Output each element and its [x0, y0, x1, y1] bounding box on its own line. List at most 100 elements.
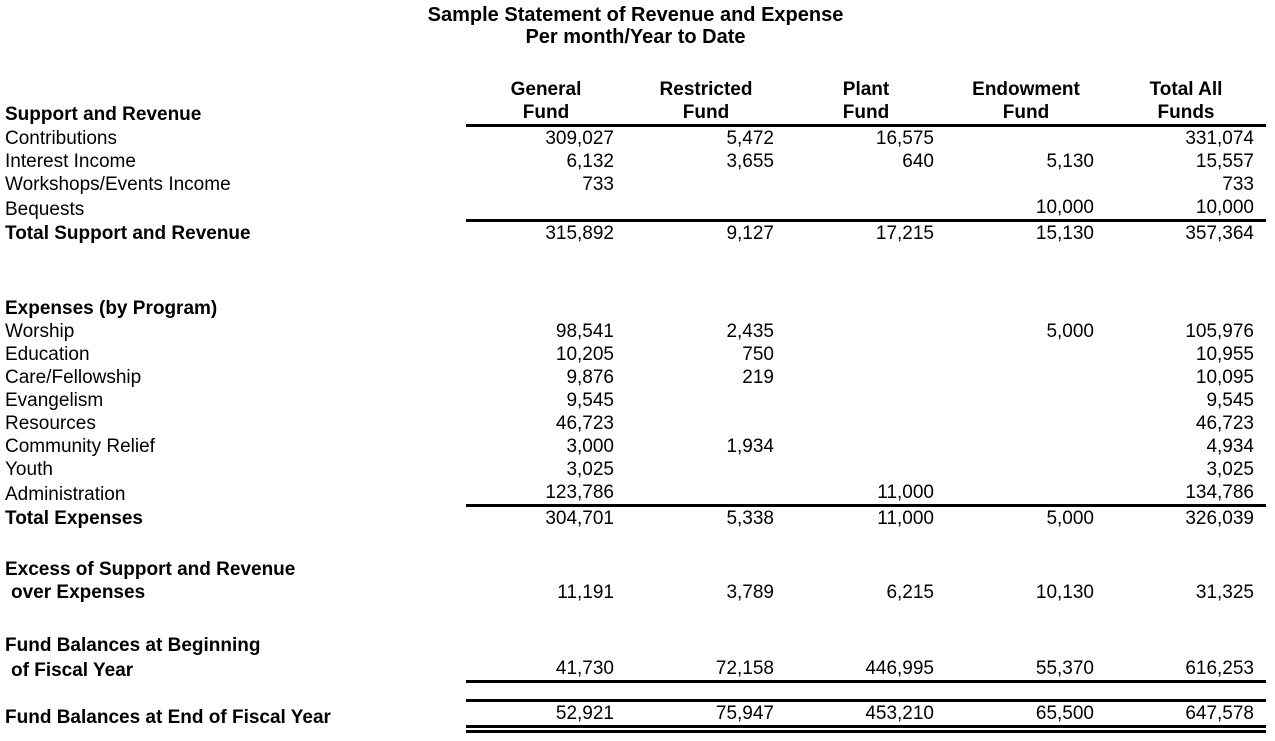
cell-value: 5,130 — [1046, 151, 1094, 172]
cell-value: 46,723 — [555, 413, 614, 434]
statement-rows: Contributions 309,027 5,472 16,575 331,074 In… — [5, 126, 1266, 733]
cell-value — [946, 297, 1106, 320]
cell-value — [786, 389, 946, 412]
cell-value: 123,786 — [466, 481, 626, 507]
row-label: Community Relief — [5, 436, 155, 457]
cell-value: 309,027 — [545, 128, 614, 149]
cell-value: 647,578 — [1106, 699, 1266, 733]
row-label: Total Expenses — [5, 508, 143, 529]
cell-value — [786, 320, 946, 343]
cell-value — [626, 481, 786, 507]
column-header-general-fund-line2: Fund — [466, 101, 626, 127]
cell-value: 5,000 — [1046, 508, 1094, 529]
spacer-row — [5, 245, 1266, 297]
cell-value — [1106, 558, 1266, 581]
cell-value — [786, 558, 946, 581]
cell-value — [946, 634, 1106, 657]
row-label: Total Support and Revenue — [5, 223, 251, 244]
cell-value — [786, 412, 946, 435]
cell-value: 10,095 — [1195, 367, 1254, 388]
row-label: Resources — [5, 413, 96, 434]
cell-value: 315,892 — [545, 223, 614, 244]
cell-value: 2,435 — [726, 321, 774, 342]
table-row: Care/Fellowship 9,876 219 10,095 — [5, 366, 1266, 389]
column-header-restricted-fund-line2: Fund — [626, 101, 786, 127]
cell-value — [946, 458, 1106, 481]
cell-value: 3,025 — [566, 459, 614, 480]
cell-value — [626, 389, 786, 412]
table-row: Bequests 10,000 10,000 — [5, 196, 1266, 222]
cell-value: 1,934 — [726, 436, 774, 457]
spacer-cell — [5, 682, 1266, 701]
row-label: Bequests — [5, 198, 85, 220]
table-row: Youth 3,025 3,025 — [5, 458, 1266, 481]
table-row: Interest Income 6,132 3,655 640 5,130 15,557 — [5, 150, 1266, 173]
cell-value: 326,039 — [1185, 508, 1254, 529]
cell-value — [786, 634, 946, 657]
cell-value — [786, 173, 946, 196]
cell-value — [946, 481, 1106, 507]
cell-value: 75,947 — [626, 699, 786, 733]
table-row: Contributions 309,027 5,472 16,575 331,074 — [5, 126, 1266, 151]
cell-value — [466, 558, 626, 581]
row-label: Fund Balances at Beginning — [5, 635, 261, 656]
table-row: Administration 123,786 11,000 134,786 — [5, 481, 1266, 507]
cell-value: 3,000 — [566, 436, 614, 457]
cell-value: 16,575 — [875, 128, 934, 149]
table-row: Worship 98,541 2,435 5,000 105,976 — [5, 320, 1266, 343]
row-label: Administration — [5, 483, 126, 505]
column-header-restricted-fund: Restricted — [659, 79, 753, 100]
cell-value: 10,000 — [1106, 196, 1266, 222]
title-line-2: Per month/Year to Date — [525, 26, 746, 48]
cell-value: 733 — [1222, 174, 1254, 195]
cell-value: 10,955 — [1195, 344, 1254, 365]
column-header-general-fund: General — [510, 79, 582, 100]
cell-value: 304,701 — [545, 508, 614, 529]
table-row: Fund Balances at End of Fiscal Year 52,92… — [5, 699, 1266, 733]
cell-value: 453,210 — [786, 699, 946, 733]
cell-value: 134,786 — [1106, 481, 1266, 507]
column-header-total-all-funds-line2: Funds — [1106, 101, 1266, 127]
cell-value: 733 — [582, 174, 614, 195]
cell-value — [466, 634, 626, 657]
cell-value — [786, 458, 946, 481]
cell-value: 52,921 — [466, 699, 626, 733]
table-row: Education 10,205 750 10,955 — [5, 343, 1266, 366]
cell-value: 5,472 — [726, 128, 774, 149]
table-row: Workshops/Events Income 733 733 — [5, 173, 1266, 196]
cell-value: 331,074 — [1185, 128, 1254, 149]
row-label: Worship — [5, 321, 75, 342]
cell-value — [946, 558, 1106, 581]
cell-value — [786, 196, 946, 222]
cell-value — [626, 196, 786, 222]
spacer-cell — [5, 604, 1266, 634]
cell-value — [626, 558, 786, 581]
cell-value — [466, 196, 626, 222]
cell-value — [946, 126, 1106, 151]
table-row: Expenses (by Program) — [5, 297, 1266, 320]
cell-value: 17,215 — [875, 223, 934, 244]
cell-value: 46,723 — [1195, 413, 1254, 434]
column-header-total-all-funds: Total All — [1149, 79, 1223, 100]
cell-value: 616,253 — [1106, 657, 1266, 683]
table-row: Fund Balances at Beginning — [5, 634, 1266, 657]
row-label: Care/Fellowship — [5, 367, 142, 388]
spacer-row — [5, 682, 1266, 701]
row-label: over Expenses — [11, 582, 146, 603]
cell-value — [626, 412, 786, 435]
cell-value — [466, 297, 626, 320]
row-label: Excess of Support and Revenue — [5, 559, 296, 580]
cell-value — [626, 458, 786, 481]
cell-value: 98,541 — [555, 321, 614, 342]
cell-value — [786, 343, 946, 366]
column-header-endowment-fund: Endowment — [972, 79, 1080, 100]
spacer-cell — [5, 245, 1266, 297]
statement-title: Sample Statement of Revenue and Expense … — [5, 4, 1275, 48]
cell-value: 219 — [742, 367, 774, 388]
cell-value: 10,205 — [555, 344, 614, 365]
cell-value: 6,132 — [566, 151, 614, 172]
cell-value: 357,364 — [1185, 223, 1254, 244]
cell-value: 72,158 — [626, 657, 786, 683]
cell-value — [786, 435, 946, 458]
